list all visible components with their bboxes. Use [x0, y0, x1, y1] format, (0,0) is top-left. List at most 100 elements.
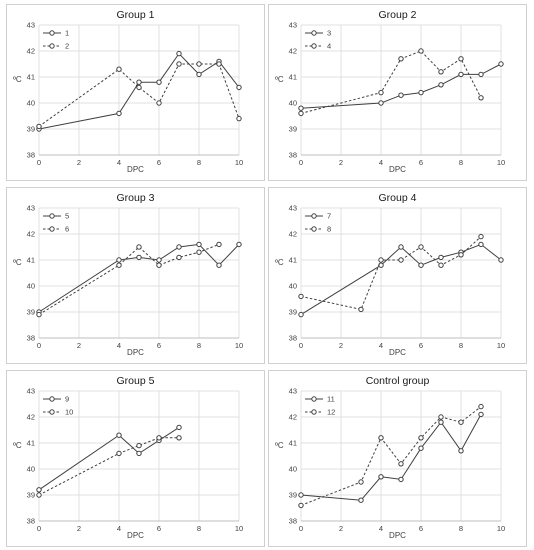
y-axis-label: ºC: [13, 441, 22, 450]
chart-title: Group 4: [378, 192, 417, 204]
x-tick-label: 8: [197, 158, 201, 167]
data-point: [378, 257, 384, 263]
data-point: [378, 262, 384, 268]
data-point: [418, 48, 424, 54]
y-tick-label: 40: [27, 465, 35, 474]
y-tick-label: 41: [289, 439, 297, 448]
y-tick-label: 38: [289, 334, 297, 343]
data-point: [418, 89, 424, 96]
legend-swatch-marker: [311, 226, 317, 232]
y-tick-label: 38: [289, 517, 297, 526]
chart-panel: Control group DPC ºC 38 39 40 41 42 43 0 2 4 6 8 10 11 1…: [268, 370, 527, 547]
data-point: [418, 244, 424, 250]
series-line: [300, 50, 482, 114]
data-point: [298, 492, 304, 498]
data-point: [176, 244, 182, 250]
series-line: [300, 406, 482, 506]
x-tick-label: 0: [299, 341, 303, 350]
data-point: [378, 89, 384, 96]
data-point: [176, 424, 182, 431]
data-point: [236, 115, 242, 122]
data-point: [418, 445, 424, 451]
x-tick-label: 4: [379, 341, 383, 350]
series-line: [38, 52, 240, 130]
chart-panel: Group 2 DPC ºC 38 39 40 41 42 43 0 2 4 6 8 10 3 4: [268, 4, 527, 181]
series-line: [300, 243, 502, 316]
y-tick-label: 42: [289, 230, 297, 239]
data-point: [236, 84, 242, 91]
data-point: [36, 492, 42, 498]
y-tick-label: 38: [27, 151, 35, 160]
data-point: [116, 257, 122, 263]
x-axis-label: DPC: [389, 165, 406, 174]
data-point: [498, 257, 504, 263]
legend-swatch-marker: [49, 30, 55, 36]
legend-label: 11: [327, 395, 335, 404]
y-tick-label: 40: [289, 99, 297, 108]
y-tick-label: 39: [27, 125, 35, 134]
y-tick-label: 43: [289, 204, 297, 213]
x-axis-label: DPC: [127, 348, 144, 357]
x-tick-label: 2: [339, 158, 343, 167]
legend-swatch-marker: [311, 409, 317, 415]
legend-swatch-marker: [49, 213, 55, 219]
data-point: [398, 461, 404, 467]
data-point: [438, 414, 444, 420]
x-tick-label: 10: [235, 524, 243, 533]
y-tick-label: 41: [27, 439, 35, 448]
data-point: [418, 435, 424, 441]
series-line: [38, 243, 220, 316]
y-tick-label: 42: [27, 413, 35, 422]
x-tick-label: 6: [157, 158, 161, 167]
y-tick-label: 42: [27, 230, 35, 239]
legend-swatch-marker: [49, 396, 55, 402]
y-tick-label: 39: [289, 308, 297, 317]
chart-title: Group 1: [116, 9, 155, 21]
legend-label: 3: [327, 29, 331, 38]
legend-swatch-marker: [49, 226, 55, 232]
data-point: [156, 262, 162, 268]
x-tick-label: 10: [497, 341, 505, 350]
x-tick-label: 4: [117, 341, 121, 350]
y-tick-label: 41: [27, 73, 35, 82]
chart-panel: Group 3 DPC ºC 38 39 40 41 42 43 0 2 4 6 8 10 5 6: [6, 187, 265, 364]
x-tick-label: 10: [497, 158, 505, 167]
legend-swatch-marker: [311, 213, 317, 219]
series-line: [38, 243, 240, 313]
data-point: [478, 241, 484, 248]
y-tick-label: 43: [289, 387, 297, 396]
chart-title: Control group: [365, 375, 430, 387]
legend-label: 8: [327, 225, 331, 234]
data-point: [136, 244, 142, 250]
y-tick-label: 39: [27, 308, 35, 317]
x-tick-label: 2: [339, 524, 343, 533]
data-point: [378, 474, 384, 480]
data-point: [196, 71, 202, 78]
x-tick-label: 4: [117, 524, 121, 533]
chart-panel: Group 5 DPC ºC 38 39 40 41 42 43 0 2 4 6 8 10 9 10: [6, 370, 265, 547]
x-tick-label: 4: [379, 524, 383, 533]
line-chart: 38 39 40 41 42 43 0 2 4 6 8 10 5 6: [27, 204, 244, 351]
x-tick-label: 8: [197, 524, 201, 533]
data-point: [36, 123, 42, 130]
x-tick-label: 2: [339, 341, 343, 350]
y-axis-label: ºC: [13, 258, 22, 267]
line-chart: 38 39 40 41 42 43 0 2 4 6 8 10 7 8: [289, 204, 506, 351]
data-point: [458, 448, 464, 454]
x-tick-label: 6: [419, 341, 423, 350]
legend-label: 1: [65, 29, 69, 38]
x-tick-label: 10: [235, 341, 243, 350]
x-tick-label: 4: [379, 158, 383, 167]
x-tick-label: 8: [459, 158, 463, 167]
y-axis-label: ºC: [275, 258, 284, 267]
legend-label: 6: [65, 225, 69, 234]
x-tick-label: 6: [419, 524, 423, 533]
data-point: [216, 61, 222, 67]
chart-title: Group 5: [116, 375, 155, 387]
legend-swatch-marker: [49, 43, 55, 49]
chart-title: Group 3: [116, 192, 155, 204]
y-tick-label: 38: [289, 151, 297, 160]
y-tick-label: 40: [27, 282, 35, 291]
y-tick-label: 39: [289, 491, 297, 500]
